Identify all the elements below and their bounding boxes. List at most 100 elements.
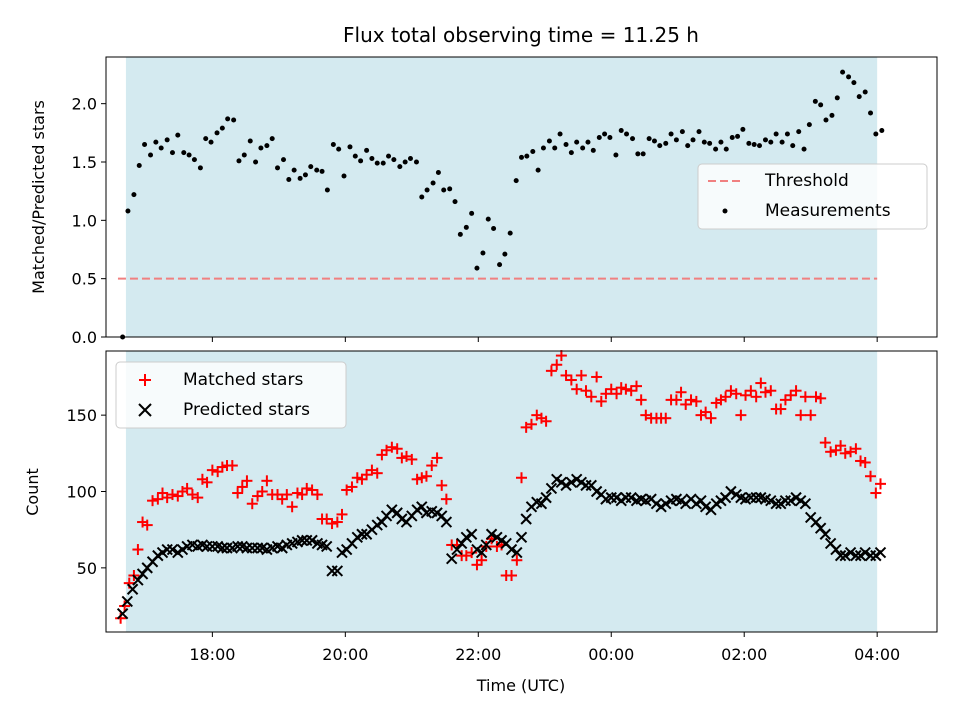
measurement-point <box>735 133 741 139</box>
measurement-point <box>673 137 679 143</box>
predicted-star-point-b <box>256 542 268 554</box>
measurement-point <box>352 153 358 159</box>
predicted-star-point-b <box>610 491 623 504</box>
measurement-point <box>281 157 287 163</box>
predicted-star-point <box>511 546 523 559</box>
predicted-star-point-b <box>495 534 508 547</box>
predicted-star-point-b <box>511 546 523 559</box>
predicted-star-point <box>695 494 707 507</box>
measurement-point <box>568 150 574 156</box>
matched-star-point <box>436 479 448 491</box>
measurement-point <box>402 159 408 165</box>
measurement-point <box>463 224 469 230</box>
measurement-point <box>574 139 580 145</box>
predicted-star-point-b <box>231 540 244 553</box>
predicted-star-point-b <box>331 565 344 577</box>
matched-star-point <box>420 470 432 482</box>
measurement-point <box>790 143 796 149</box>
predicted-star-point <box>660 498 672 510</box>
measurement-point <box>806 122 812 128</box>
predicted-star-point <box>480 539 492 551</box>
measurement-point <box>756 143 762 149</box>
predicted-star-point-b <box>695 494 707 507</box>
matched-star-point <box>431 452 443 464</box>
predicted-star-point-b <box>460 531 473 544</box>
measurement-point <box>563 142 569 147</box>
matched-star-point <box>346 481 358 493</box>
bottom-panel: 50 100 150 18:00 20:00 22:00 00:00 02:00 04:00 C… <box>23 350 938 695</box>
bottom-plot-marks <box>115 350 887 624</box>
predicted-star-point <box>515 531 528 544</box>
predicted-star-point <box>475 546 488 559</box>
predicted-star-point-b <box>625 491 637 504</box>
matched-star-point <box>805 409 817 421</box>
predicted-star-point-b <box>376 516 388 528</box>
measurement-point <box>186 152 192 158</box>
measurement-point <box>552 145 558 151</box>
measurement-point <box>840 69 846 75</box>
measurement-point <box>435 170 441 175</box>
x-axis-label: Time (UTC) <box>476 676 565 695</box>
predicted-star-point-b <box>480 539 492 551</box>
predicted-star-point-b <box>725 485 737 498</box>
predicted-star-point-b <box>839 549 851 562</box>
matched-star-point <box>480 540 492 552</box>
measurement-point <box>231 117 237 123</box>
matched-star-point <box>256 486 268 497</box>
predicted-star-point <box>356 528 368 540</box>
predicted-star-point-b <box>440 516 453 528</box>
predicted-star-point-b <box>126 583 139 595</box>
predicted-star-point <box>699 501 712 513</box>
predicted-star-point <box>844 546 857 559</box>
legend-plus-mark <box>139 374 151 386</box>
measurement-point <box>397 164 403 170</box>
predicted-star-point-b <box>515 531 528 544</box>
predicted-star-point-b <box>824 537 837 550</box>
bottom-legend-box <box>115 361 347 429</box>
predicted-star-point <box>545 482 558 495</box>
measurement-point <box>291 167 297 173</box>
measurement-point <box>336 146 342 152</box>
matched-star-point <box>152 493 164 505</box>
matched-star-point <box>206 464 218 476</box>
measurement-point <box>751 142 757 147</box>
predicted-star-point-b <box>735 491 747 504</box>
measurement-point <box>214 130 220 136</box>
matched-star-point <box>835 440 847 452</box>
predicted-star-point-b <box>545 482 558 495</box>
predicted-star-point <box>785 494 797 507</box>
matched-star-point <box>819 437 831 449</box>
predicted-star-point <box>535 498 548 510</box>
measurement-point <box>834 95 840 101</box>
measurement-point <box>630 136 636 142</box>
measurement-point <box>723 146 729 152</box>
matched-star-point <box>166 489 178 501</box>
measurement-point <box>369 156 375 161</box>
predicted-star-point <box>136 568 149 580</box>
matched-star-point <box>795 409 807 421</box>
predicted-star-point-b <box>750 491 762 504</box>
measurement-point <box>258 145 264 151</box>
measurement-point <box>829 112 835 118</box>
predicted-star-point-b <box>391 507 403 519</box>
predicted-star-point <box>850 549 862 562</box>
matched-star-point <box>246 498 258 510</box>
measurement-point <box>380 160 386 166</box>
measurement-point <box>457 231 463 237</box>
predicted-star-point <box>565 476 578 489</box>
measurement-point <box>502 251 508 257</box>
measurement-point <box>557 131 563 137</box>
legend-x-mark-b <box>138 403 152 417</box>
predicted-star-point-b <box>765 494 777 507</box>
matched-star-point <box>571 383 583 395</box>
predicted-star-point <box>331 565 344 577</box>
measurement-point <box>264 143 270 149</box>
top-y-tick-label: 1.5 <box>72 153 97 172</box>
predicted-star-point <box>874 546 887 559</box>
matched-star-point <box>565 374 577 386</box>
predicted-star-point-b <box>570 473 583 485</box>
predicted-star-point <box>834 549 847 562</box>
predicted-star-point <box>231 540 244 553</box>
matched-star-point <box>759 386 771 398</box>
